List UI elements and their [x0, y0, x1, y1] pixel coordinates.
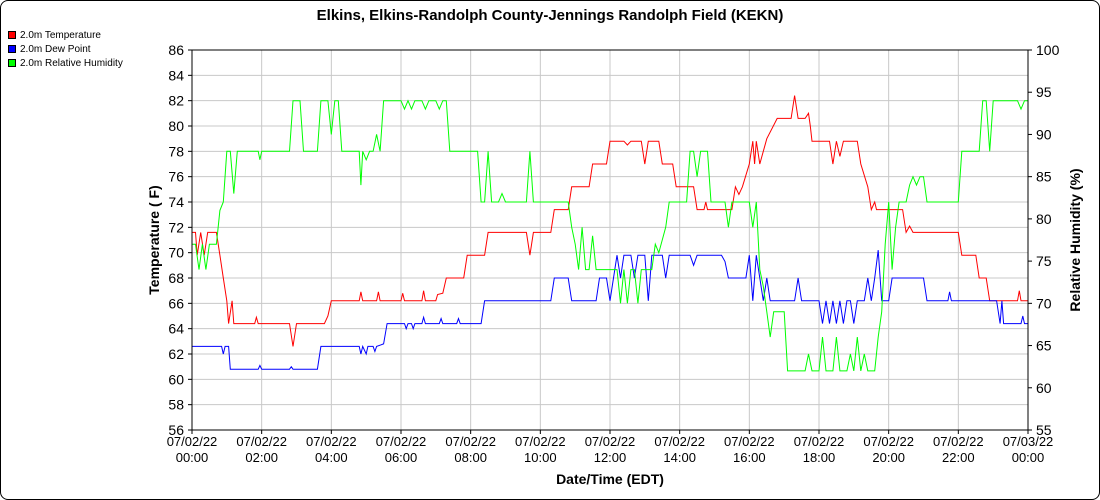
- y2-tick-label: 60: [1036, 380, 1052, 396]
- x-tick-date-label: 07/02/22: [376, 434, 427, 449]
- x-tick-time-label: 12:00: [594, 450, 627, 465]
- legend-swatch-dew-point: [8, 45, 16, 53]
- y2-tick-label: 80: [1036, 211, 1052, 227]
- y2-tick-label: 85: [1036, 169, 1052, 185]
- y2-tick-label: 95: [1036, 84, 1052, 100]
- y2-tick-label: 55: [1036, 422, 1052, 438]
- legend: 2.0m Temperature 2.0m Dew Point 2.0m Rel…: [8, 28, 123, 70]
- x-tick-time-label: 00:00: [176, 450, 209, 465]
- x-tick-time-label: 04:00: [315, 450, 348, 465]
- y-tick-label: 82: [168, 93, 184, 109]
- x-tick-time-label: 06:00: [385, 450, 418, 465]
- x-tick-date-label: 07/03/22: [1003, 434, 1054, 449]
- x-tick-date-label: 07/02/22: [167, 434, 218, 449]
- y-tick-label: 66: [168, 295, 184, 311]
- legend-item-relative-humidity: 2.0m Relative Humidity: [8, 56, 123, 70]
- y-tick-label: 64: [168, 321, 184, 337]
- series-line-2-0m-temperature: [192, 95, 1028, 347]
- y2-tick-label: 90: [1036, 126, 1052, 142]
- x-tick-date-label: 07/02/22: [585, 434, 636, 449]
- x-tick-time-label: 10:00: [524, 450, 557, 465]
- legend-swatch-temperature: [8, 31, 16, 39]
- y2-tick-label: 75: [1036, 253, 1052, 269]
- legend-item-dew-point: 2.0m Dew Point: [8, 42, 123, 56]
- y-tick-label: 80: [168, 118, 184, 134]
- legend-label-relative-humidity: 2.0m Relative Humidity: [20, 57, 123, 69]
- x-tick-time-label: 18:00: [803, 450, 836, 465]
- grid: [191, 49, 1029, 431]
- x-tick-date-label: 07/02/22: [236, 434, 287, 449]
- y-tick-label: 60: [168, 371, 184, 387]
- y2-tick-label: 70: [1036, 295, 1052, 311]
- x-tick-date-label: 07/02/22: [515, 434, 566, 449]
- series-line-2-0m-dew-point: [192, 250, 1028, 370]
- x-tick-date-label: 07/02/22: [654, 434, 705, 449]
- y-tick-label: 56: [168, 422, 184, 438]
- y-tick-label: 78: [168, 143, 184, 159]
- legend-label-dew-point: 2.0m Dew Point: [20, 43, 91, 55]
- y-axis-label: Temperature ( F): [146, 185, 162, 294]
- y-tick-label: 68: [168, 270, 184, 286]
- x-tick-time-label: 14:00: [663, 450, 696, 465]
- x-tick-time-label: 22:00: [942, 450, 975, 465]
- y-tick-label: 76: [168, 169, 184, 185]
- series-line-2-0m-relative-humidity: [192, 99, 1028, 372]
- y-tick-label: 70: [168, 245, 184, 261]
- y-tick-label: 58: [168, 397, 184, 413]
- x-tick-time-label: 02:00: [245, 450, 278, 465]
- y-tick-label: 84: [168, 67, 184, 83]
- axes: 56 58 60 62 64 66 68 70 72 74 76 78 80 82 84 86 55 60 65 70…: [167, 42, 1060, 465]
- x-axis-label: Date/Time (EDT): [556, 471, 664, 487]
- series-layer: [192, 95, 1028, 372]
- x-tick-date-label: 07/02/22: [306, 434, 357, 449]
- x-tick-time-label: 16:00: [733, 450, 766, 465]
- x-tick-time-label: 20:00: [872, 450, 905, 465]
- legend-swatch-relative-humidity: [8, 59, 16, 67]
- x-tick-time-label: 00:00: [1012, 450, 1045, 465]
- y2-axis-label: Relative Humidity (%): [1067, 168, 1083, 311]
- y-tick-label: 86: [168, 42, 184, 58]
- chart-title: Elkins, Elkins-Randolph County-Jennings …: [317, 7, 784, 24]
- y2-tick-label: 65: [1036, 338, 1052, 354]
- y-tick-label: 72: [168, 219, 184, 235]
- y2-tick-label: 100: [1036, 42, 1060, 58]
- legend-item-temperature: 2.0m Temperature: [8, 28, 123, 42]
- legend-label-temperature: 2.0m Temperature: [20, 29, 101, 41]
- x-tick-date-label: 07/02/22: [794, 434, 845, 449]
- y-tick-label: 74: [168, 194, 184, 210]
- x-tick-date-label: 07/02/22: [724, 434, 775, 449]
- x-tick-date-label: 07/02/22: [933, 434, 984, 449]
- y-tick-label: 62: [168, 346, 184, 362]
- x-tick-time-label: 08:00: [454, 450, 487, 465]
- x-tick-date-label: 07/02/22: [863, 434, 914, 449]
- x-tick-date-label: 07/02/22: [445, 434, 496, 449]
